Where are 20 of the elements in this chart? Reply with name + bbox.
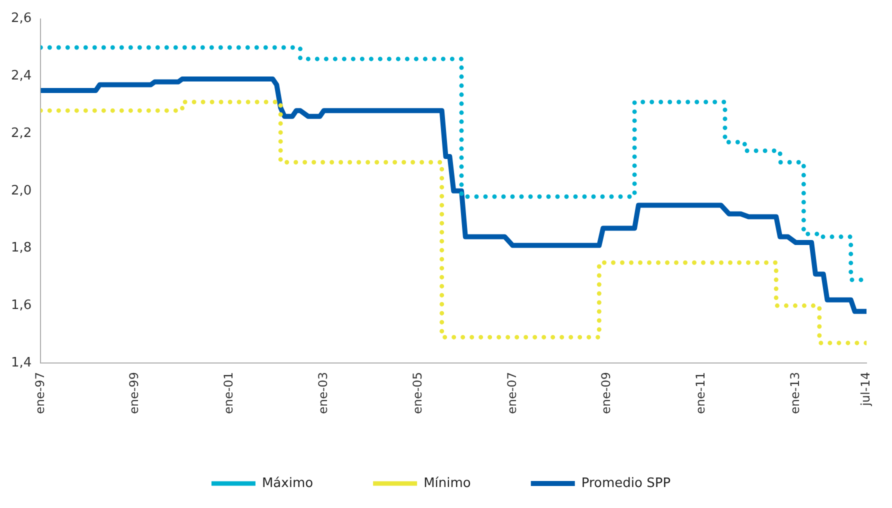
y-tick-label: 2,0 — [10, 183, 32, 198]
x-tick-label: ene-01 — [222, 372, 236, 414]
x-tick-label: ene-05 — [410, 372, 424, 414]
legend-label: Promedio SPP — [581, 476, 671, 491]
x-tick-label: ene-09 — [599, 372, 614, 414]
x-tick-label: ene-97 — [32, 372, 47, 414]
y-tick-label: 1,6 — [10, 298, 32, 314]
legend-label: Máximo — [262, 476, 314, 491]
x-tick-label: jul-14 — [858, 372, 873, 407]
x-tick-label: ene-13 — [788, 372, 802, 414]
y-tick-label: 2,2 — [10, 126, 32, 141]
x-tick-label: ene-11 — [694, 372, 708, 414]
y-tick-label: 1,8 — [10, 240, 32, 256]
legend-label: Mínimo — [424, 476, 471, 491]
y-tick-label: 2,4 — [10, 68, 32, 84]
y-tick-label: 2,6 — [10, 11, 32, 26]
x-tick-label: ene-99 — [127, 372, 142, 414]
x-tick-label: ene-07 — [504, 372, 519, 414]
x-tick-label: ene-03 — [316, 372, 330, 414]
y-tick-label: 1,4 — [10, 355, 32, 370]
